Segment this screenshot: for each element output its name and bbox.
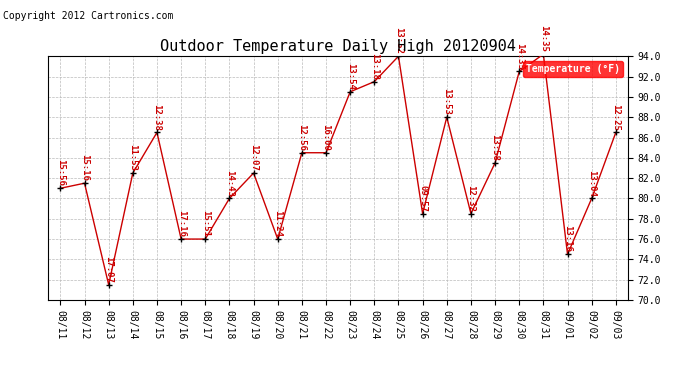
- Text: 15:51: 15:51: [201, 210, 210, 237]
- Text: 13:58: 13:58: [491, 134, 500, 161]
- Text: 13:16: 13:16: [563, 225, 572, 252]
- Text: 15:56: 15:56: [56, 159, 65, 186]
- Text: 13:18: 13:18: [370, 53, 379, 80]
- Legend: Temperature (°F): Temperature (°F): [523, 61, 623, 77]
- Text: 12:32: 12:32: [466, 185, 475, 211]
- Text: 17:07: 17:07: [104, 256, 113, 283]
- Text: 13:54: 13:54: [346, 63, 355, 90]
- Text: 09:57: 09:57: [418, 185, 427, 211]
- Text: 13:52: 13:52: [394, 27, 403, 54]
- Text: 14:43: 14:43: [225, 170, 234, 196]
- Text: 11:53: 11:53: [128, 144, 137, 171]
- Text: 15:16: 15:16: [80, 154, 89, 181]
- Text: 17:16: 17:16: [177, 210, 186, 237]
- Text: 11:24: 11:24: [273, 210, 282, 237]
- Text: 12:07: 12:07: [249, 144, 258, 171]
- Text: 13:53: 13:53: [442, 88, 451, 115]
- Text: 12:38: 12:38: [152, 104, 161, 130]
- Text: 12:56: 12:56: [297, 124, 306, 151]
- Text: 14:35: 14:35: [539, 25, 548, 52]
- Text: Copyright 2012 Cartronics.com: Copyright 2012 Cartronics.com: [3, 11, 174, 21]
- Text: 13:04: 13:04: [587, 170, 596, 196]
- Text: 14:35: 14:35: [515, 43, 524, 69]
- Text: 12:25: 12:25: [611, 104, 620, 130]
- Title: Outdoor Temperature Daily High 20120904: Outdoor Temperature Daily High 20120904: [160, 39, 516, 54]
- Text: 16:00: 16:00: [322, 124, 331, 151]
